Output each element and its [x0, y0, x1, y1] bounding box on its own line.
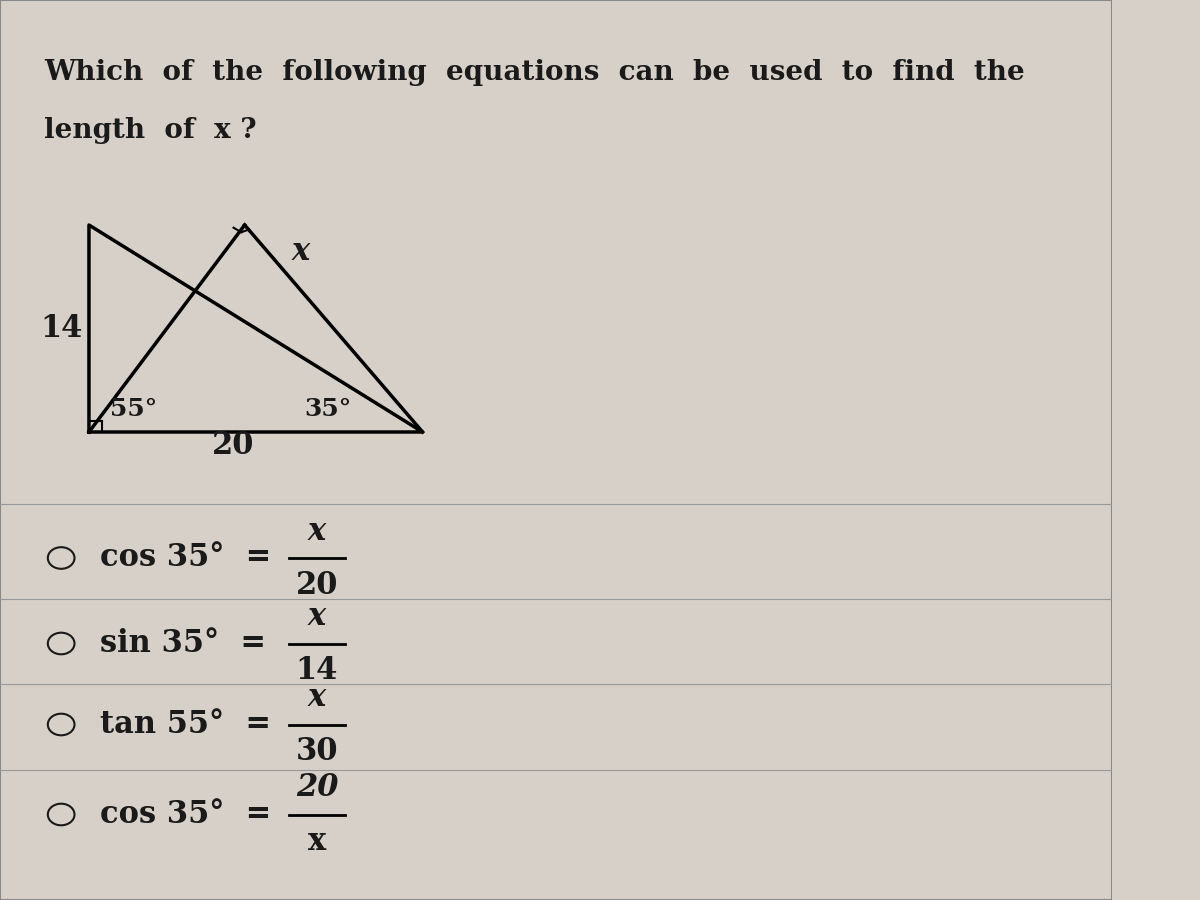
- Text: x: x: [308, 516, 326, 546]
- Text: 14: 14: [295, 655, 338, 686]
- Text: 35°: 35°: [305, 398, 352, 421]
- Text: 14: 14: [40, 313, 83, 344]
- Text: 20: 20: [212, 430, 254, 461]
- Text: length  of  x ?: length of x ?: [44, 117, 257, 144]
- Text: cos 35°  =: cos 35° =: [100, 543, 271, 573]
- Text: 20: 20: [295, 772, 338, 803]
- Text: x: x: [308, 601, 326, 632]
- Text: sin 35°  =: sin 35° =: [100, 628, 266, 659]
- Text: x: x: [308, 826, 326, 857]
- Text: 30: 30: [295, 736, 338, 767]
- Text: cos 35°  =: cos 35° =: [100, 799, 271, 830]
- Text: Which  of  the  following  equations  can  be  used  to  find  the: Which of the following equations can be …: [44, 58, 1025, 86]
- Text: x: x: [308, 682, 326, 713]
- Text: x: x: [292, 237, 310, 267]
- Text: 55°: 55°: [110, 398, 157, 421]
- Text: tan 55°  =: tan 55° =: [100, 709, 271, 740]
- Text: 20: 20: [295, 570, 338, 600]
